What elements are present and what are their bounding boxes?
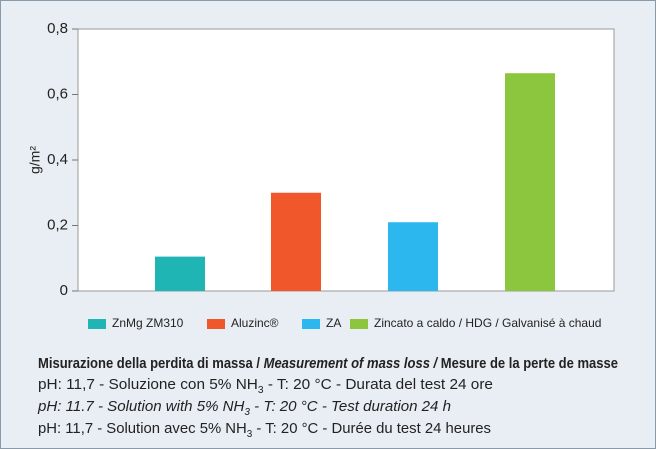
bar	[505, 73, 555, 292]
legend-label: ZA	[326, 316, 341, 330]
caption-part: - T: 20 °C - Test duration 24 h	[250, 398, 451, 415]
y-tick-label: 0,4	[47, 151, 68, 168]
y-tick-label: 0,8	[47, 20, 68, 37]
caption-part: - T: 20 °C - Durée du test 24 heures	[252, 420, 491, 437]
caption-line: pH: 11.7 - Solution with 5% NH3 - T: 20 …	[37, 398, 451, 418]
caption-part: 3	[244, 407, 250, 418]
bar	[155, 256, 205, 291]
caption-part: Measurement of mass loss /	[264, 355, 439, 372]
legend-swatch	[302, 319, 320, 329]
legend-label: Aluzinc®	[231, 316, 279, 330]
caption-line: Misurazione della perdita di massa / Mea…	[38, 355, 618, 372]
legend-label: Zincato a caldo / HDG / Galvanisé à chau…	[374, 316, 601, 330]
caption-part: 3	[258, 385, 264, 396]
caption-part: pH: 11,7 - Solution avec 5% NH	[38, 420, 247, 437]
legend-swatch	[350, 319, 368, 329]
legend-swatch	[207, 319, 225, 329]
y-tick-label: 0	[60, 282, 68, 299]
caption-part: pH: 11.7 - Solution with 5% NH	[37, 398, 245, 415]
y-tick-label: 0,6	[47, 85, 68, 102]
y-tick-label: 0,2	[47, 216, 68, 233]
bar	[271, 192, 321, 291]
caption-part: - T: 20 °C - Durata del test 24 ore	[264, 376, 493, 393]
bar	[388, 222, 438, 291]
caption-part: 3	[247, 429, 253, 440]
caption-part: Misurazione della perdita di massa /	[38, 355, 264, 372]
caption-part: pH: 11,7 - Soluzione con 5% NH	[38, 376, 258, 393]
y-axis-label: g/m²	[27, 146, 43, 174]
legend-swatch	[88, 319, 106, 329]
caption-part: Mesure de la perte de masse	[437, 355, 618, 372]
caption-line: pH: 11,7 - Solution avec 5% NH3 - T: 20 …	[38, 420, 491, 440]
legend-label: ZnMg ZM310	[112, 316, 184, 330]
caption-line: pH: 11,7 - Soluzione con 5% NH 3 - T: 20 …	[38, 376, 493, 396]
